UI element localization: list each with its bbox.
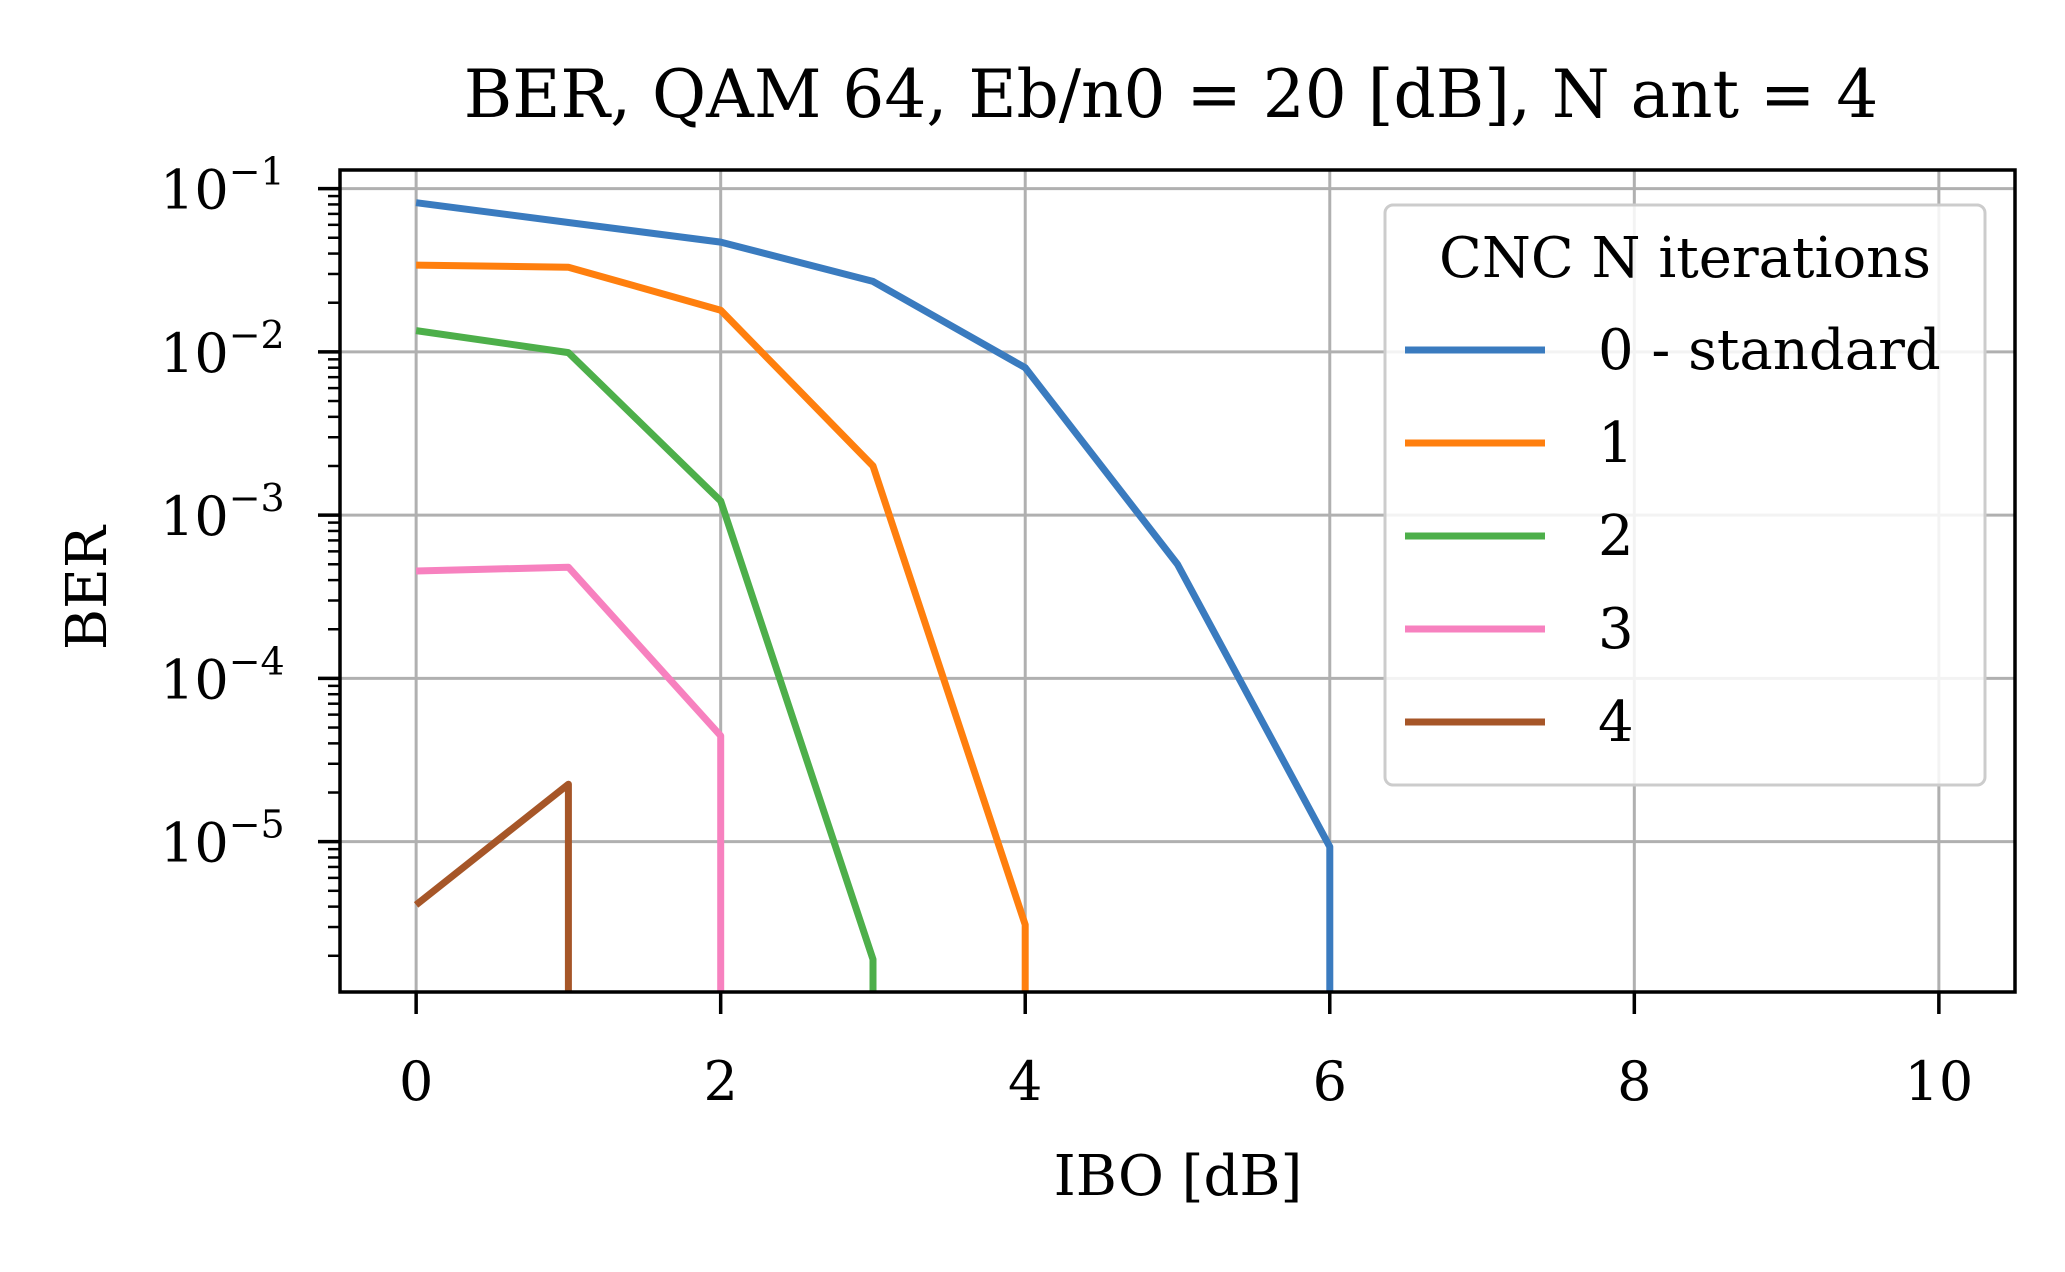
y-tick-label-base: 10: [160, 322, 229, 385]
x-tick-label: 10: [1905, 1050, 1974, 1113]
y-tick-label-exponent: −3: [229, 476, 285, 520]
x-tick-label: 4: [1008, 1050, 1042, 1113]
y-tick-label-exponent: −1: [229, 150, 285, 194]
x-tick-label: 8: [1617, 1050, 1651, 1113]
series-line-0: [415, 199, 1334, 992]
y-tick-label: 10−3: [160, 476, 285, 548]
series-line-3: [416, 563, 725, 992]
legend-entry-label: 3: [1598, 597, 1634, 662]
y-tick-label-base: 10: [160, 159, 229, 222]
y-tick-label-base: 10: [160, 812, 229, 875]
x-tick-label: 2: [704, 1050, 738, 1113]
y-tick-label: 10−2: [160, 313, 285, 385]
y-tick-label: 10−5: [160, 803, 285, 875]
legend-frame: [1383, 203, 1987, 787]
x-tick-label: 6: [1313, 1050, 1347, 1113]
legend-title: CNC N iterations: [1439, 226, 1931, 291]
y-tick-label-base: 10: [160, 485, 229, 548]
series-line-2: [415, 327, 877, 992]
y-tick-label-base: 10: [160, 648, 229, 711]
y-tick-label-exponent: −2: [229, 313, 285, 357]
x-tick-label: 0: [399, 1050, 433, 1113]
legend-entry-label: 0 - standard: [1598, 318, 1941, 383]
y-tick-label: 10−1: [160, 150, 285, 222]
legend-entry-label: 2: [1598, 504, 1634, 569]
legend-entry-label: 4: [1598, 690, 1634, 755]
y-tick-label-exponent: −4: [229, 639, 285, 683]
x-axis-label: IBO [dB]: [1054, 1144, 1303, 1209]
legend: CNC N iterations 0 - standard 1 2 3 4: [1383, 203, 1987, 787]
legend-entry-label: 1: [1598, 411, 1634, 476]
chart-title: BER, QAM 64, Eb/n0 = 20 [dB], N ant = 4: [464, 56, 1879, 133]
series-group: [413, 199, 1334, 992]
y-tick-label-exponent: −5: [229, 803, 285, 847]
y-tick-label: 10−4: [160, 639, 285, 711]
series-line-4: [413, 780, 572, 992]
series-line-1: [416, 261, 1029, 992]
y-axis-label: BER: [55, 524, 120, 650]
